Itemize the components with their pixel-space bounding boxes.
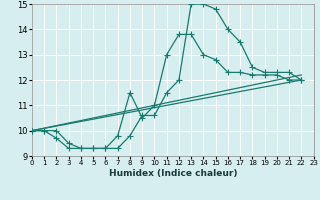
X-axis label: Humidex (Indice chaleur): Humidex (Indice chaleur) bbox=[108, 169, 237, 178]
